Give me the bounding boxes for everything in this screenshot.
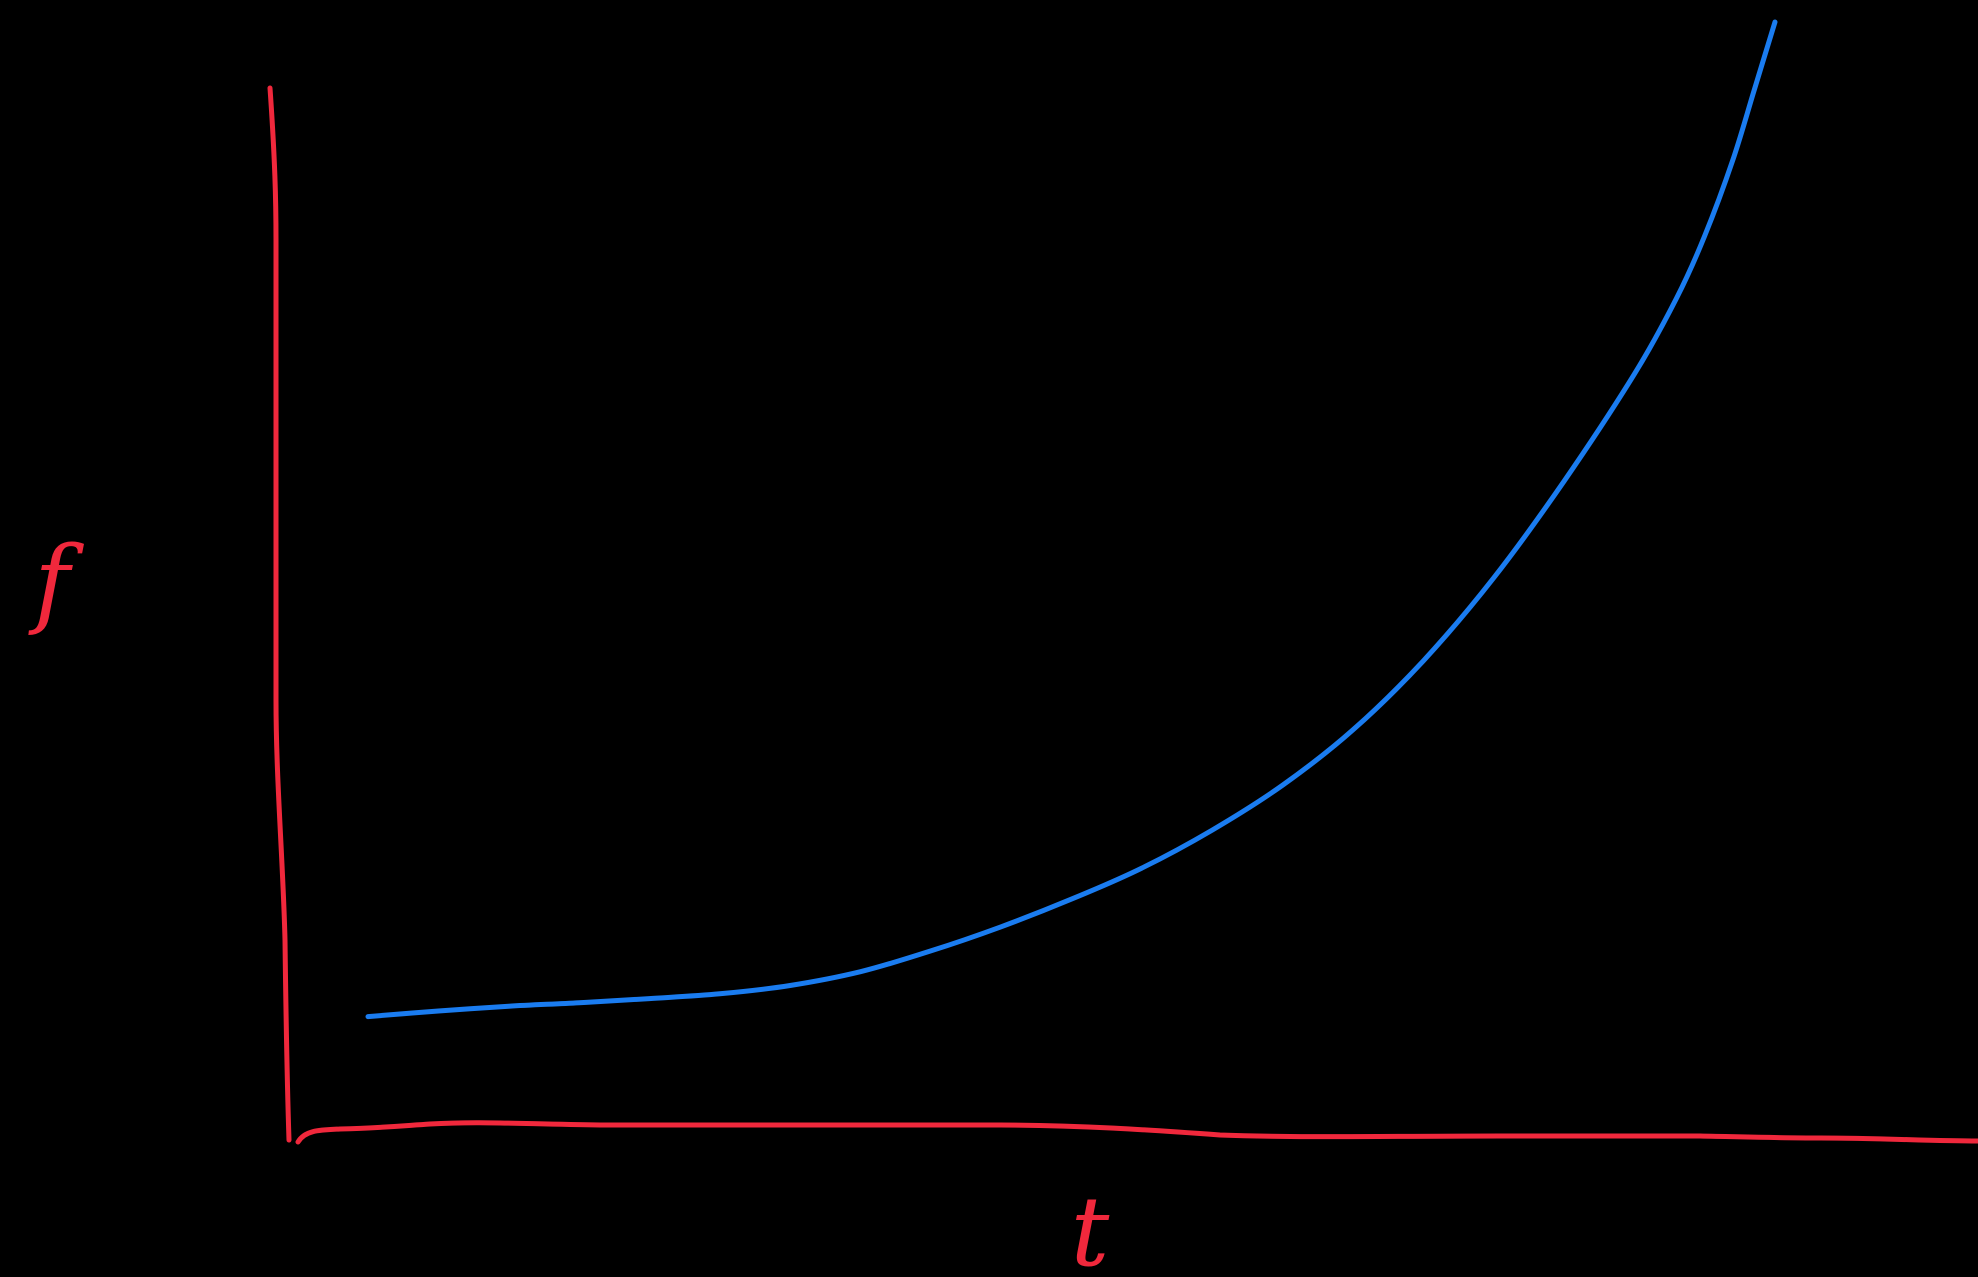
y-axis-line [267,85,292,1143]
series-line [365,19,1778,1020]
x-axis-line [295,1120,1978,1145]
y-axis-label: f [28,526,84,638]
x-axis-label: t [1071,1176,1110,1277]
